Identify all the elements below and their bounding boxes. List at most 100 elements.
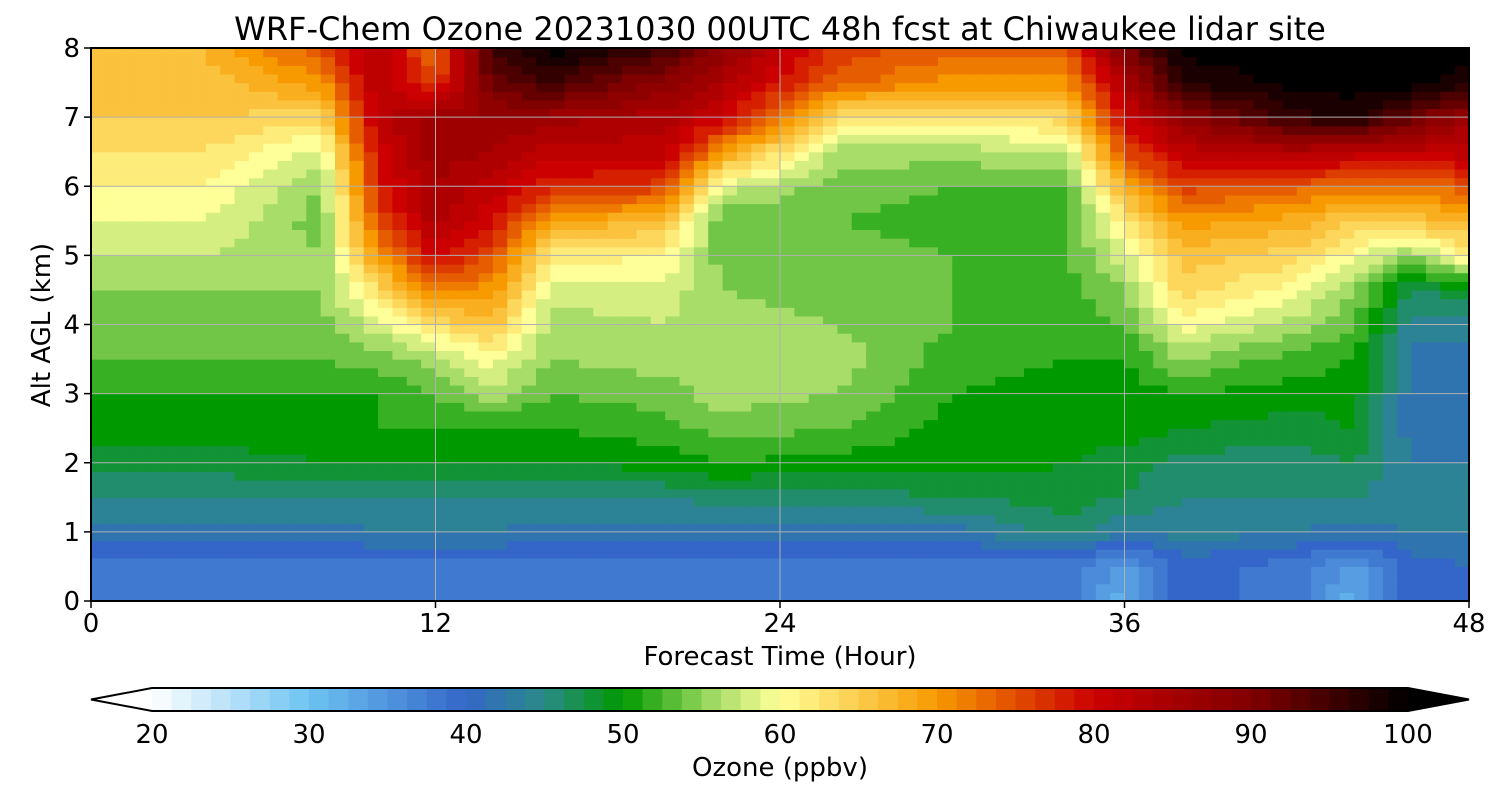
heatmap-cell <box>306 393 322 403</box>
heatmap-cell <box>966 384 982 395</box>
heatmap-cell <box>866 480 882 490</box>
heatmap-cell <box>1009 540 1025 550</box>
heatmap-cell <box>105 575 121 585</box>
heatmap-cell <box>894 393 910 403</box>
heatmap-cell <box>693 428 709 438</box>
heatmap-cell <box>1167 289 1183 300</box>
heatmap-cell <box>91 557 106 568</box>
heatmap-cell <box>722 168 738 179</box>
heatmap-cell <box>780 324 795 334</box>
heatmap-cell <box>119 82 135 92</box>
heatmap-cell <box>722 177 738 187</box>
heatmap-cell <box>392 229 408 239</box>
heatmap-cell <box>909 220 925 231</box>
heatmap-cell <box>564 367 580 377</box>
heatmap-cell <box>378 255 394 265</box>
heatmap-cell <box>995 514 1011 524</box>
heatmap-cell <box>349 134 365 144</box>
heatmap-cell <box>780 583 795 593</box>
heatmap-cell <box>492 557 508 568</box>
heatmap-cell <box>248 419 264 429</box>
heatmap-cell <box>507 333 523 343</box>
heatmap-cell <box>392 410 408 421</box>
heatmap-cell <box>693 229 709 239</box>
heatmap-cell <box>421 48 437 58</box>
heatmap-cell <box>1110 445 1126 455</box>
heatmap-cell <box>937 160 953 170</box>
heatmap-cell <box>1095 540 1111 550</box>
heatmap-cell <box>837 488 853 498</box>
heatmap-cell <box>808 376 824 386</box>
heatmap-cell <box>708 359 724 369</box>
heatmap-cell <box>1196 125 1212 136</box>
heatmap-cell <box>894 289 910 300</box>
heatmap-cell <box>550 575 566 585</box>
heatmap-cell <box>937 376 953 386</box>
heatmap-cell <box>1167 566 1183 576</box>
heatmap-cell <box>306 151 322 161</box>
heatmap-cell <box>105 549 121 559</box>
heatmap-cell <box>765 264 781 274</box>
heatmap-cell <box>521 160 537 170</box>
heatmap-cell <box>521 488 537 498</box>
heatmap-cell <box>736 410 752 421</box>
heatmap-cell <box>306 454 322 464</box>
heatmap-cell <box>1038 497 1054 507</box>
heatmap-cell <box>349 480 365 490</box>
heatmap-cell <box>263 220 279 231</box>
heatmap-cell <box>191 514 207 524</box>
heatmap-cell <box>866 523 882 533</box>
heatmap-cell <box>263 134 279 144</box>
heatmap-cell <box>665 359 681 369</box>
heatmap-cell <box>593 212 609 222</box>
heatmap-cell <box>923 194 939 205</box>
heatmap-cell <box>650 255 666 265</box>
heatmap-cell <box>263 393 279 403</box>
heatmap-cell <box>794 384 810 395</box>
heatmap-cell <box>148 91 164 101</box>
heatmap-cell <box>952 557 968 568</box>
heatmap-cell <box>665 186 681 196</box>
heatmap-cell <box>1038 73 1054 84</box>
heatmap-cell <box>335 289 350 300</box>
heatmap-cell <box>378 73 394 84</box>
heatmap-cell <box>191 454 207 464</box>
heatmap-cell <box>851 238 867 248</box>
heatmap-cell <box>980 307 996 317</box>
heatmap-cell <box>851 73 867 84</box>
heatmap-cell <box>421 531 437 542</box>
heatmap-cell <box>91 324 106 334</box>
heatmap-cell <box>406 212 422 222</box>
heatmap-cell <box>306 436 322 447</box>
heatmap-cell <box>335 168 350 179</box>
heatmap-cell <box>177 505 193 516</box>
heatmap-cell <box>535 575 551 585</box>
heatmap-cell <box>478 531 494 542</box>
heatmap-cell <box>406 402 422 412</box>
heatmap-cell <box>1009 143 1025 153</box>
heatmap-cell <box>966 298 982 308</box>
heatmap-cell <box>119 91 135 101</box>
heatmap-cell <box>693 462 709 472</box>
heatmap-cell <box>349 160 365 170</box>
heatmap-cell <box>478 454 494 464</box>
heatmap-cell <box>162 255 178 265</box>
heatmap-cell <box>837 505 853 516</box>
heatmap-cell <box>291 341 307 352</box>
heatmap-cell <box>952 125 968 136</box>
heatmap-cell <box>894 238 910 248</box>
heatmap-cell <box>736 73 752 84</box>
heatmap-cell <box>765 108 781 118</box>
heatmap-cell <box>1052 186 1068 196</box>
heatmap-cell <box>335 73 350 84</box>
heatmap-cell <box>1024 238 1039 248</box>
heatmap-cell <box>263 384 279 395</box>
heatmap-cell <box>880 82 896 92</box>
heatmap-cell <box>421 229 437 239</box>
heatmap-cell <box>306 117 322 127</box>
heatmap-cell <box>952 220 968 231</box>
heatmap-cell <box>234 281 250 291</box>
heatmap-cell <box>177 367 193 377</box>
heatmap-cell <box>808 367 824 377</box>
heatmap-cell <box>191 592 207 601</box>
